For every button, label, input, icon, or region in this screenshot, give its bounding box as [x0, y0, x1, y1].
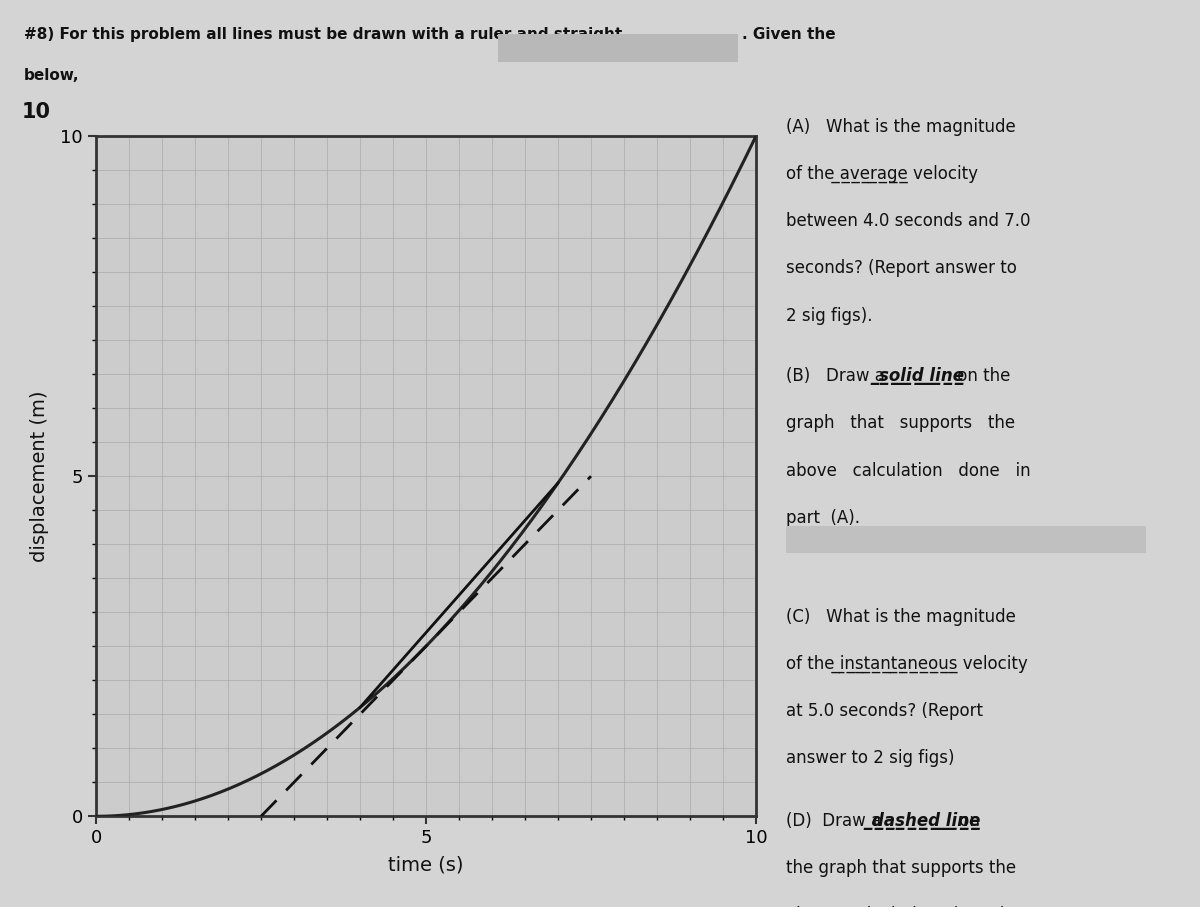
Text: answer to 2 sig figs): answer to 2 sig figs) — [786, 749, 954, 767]
Text: 2 sig figs).: 2 sig figs). — [786, 307, 872, 325]
Text: (B)   Draw a: (B) Draw a — [786, 367, 890, 385]
X-axis label: time (s): time (s) — [389, 856, 463, 875]
Text: ̲d̲a̲s̲h̲e̲d̲ ̲l̲i̲n̲e̲: ̲d̲a̲s̲h̲e̲d̲ ̲l̲i̲n̲e̲ — [872, 812, 980, 830]
Text: on the: on the — [952, 367, 1010, 385]
Text: at 5.0 seconds? (Report: at 5.0 seconds? (Report — [786, 702, 983, 720]
Text: of the ̲i̲n̲s̲t̲a̲n̲t̲a̲n̲e̲o̲u̲s̲ velocity: of the ̲i̲n̲s̲t̲a̲n̲t̲a̲n̲e̲o̲u̲s̲ veloc… — [786, 655, 1027, 673]
Text: #8) For this problem all lines must be drawn with a ruler and straight: #8) For this problem all lines must be d… — [24, 27, 623, 43]
Text: above  calculation  done  in: above calculation done in — [786, 906, 1015, 907]
Y-axis label: displacement (m): displacement (m) — [30, 390, 49, 562]
Text: the graph that supports the: the graph that supports the — [786, 859, 1016, 877]
Text: below,: below, — [24, 68, 79, 83]
Text: above   calculation   done   in: above calculation done in — [786, 462, 1031, 480]
Text: seconds? (Report answer to: seconds? (Report answer to — [786, 259, 1016, 278]
Text: (A)   What is the magnitude: (A) What is the magnitude — [786, 118, 1015, 136]
Text: part  (A).: part (A). — [786, 509, 860, 527]
Text: ̲s̲o̲l̲i̲d̲ ̲l̲i̲n̲e̲: ̲s̲o̲l̲i̲d̲ ̲l̲i̲n̲e̲ — [880, 367, 965, 385]
Text: . Given the: . Given the — [742, 27, 835, 43]
Text: of the ̲a̲v̲e̲r̲a̲g̲e̲ velocity: of the ̲a̲v̲e̲r̲a̲g̲e̲ velocity — [786, 165, 978, 183]
Text: on: on — [954, 812, 980, 830]
Text: graph   that   supports   the: graph that supports the — [786, 414, 1015, 433]
Text: (C)   What is the magnitude: (C) What is the magnitude — [786, 608, 1016, 626]
Text: (D)  Draw a: (D) Draw a — [786, 812, 887, 830]
Text: 10: 10 — [22, 102, 52, 122]
Text: between 4.0 seconds and 7.0: between 4.0 seconds and 7.0 — [786, 212, 1031, 230]
